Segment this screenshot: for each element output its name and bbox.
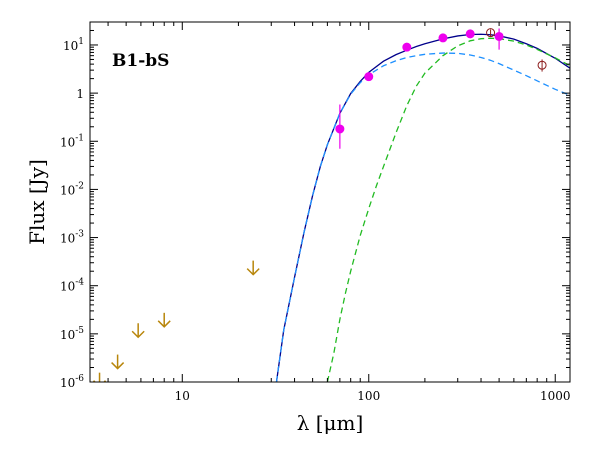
y-tick-exponent: -1 bbox=[75, 133, 84, 143]
y-tick-label: 10-5 bbox=[60, 326, 84, 342]
model-curve-3 bbox=[326, 37, 570, 382]
x-axis-title: λ [μm] bbox=[297, 411, 364, 435]
y-tick-exponent: 1 bbox=[78, 37, 84, 47]
y-tick-exponent: -6 bbox=[75, 374, 84, 384]
y-tick-base: 10 bbox=[60, 328, 75, 342]
detection-marker bbox=[438, 33, 448, 43]
detection-point bbox=[402, 42, 412, 52]
y-tick-base: 10 bbox=[63, 39, 78, 53]
detection-point bbox=[364, 72, 374, 82]
y-tick-exponent: -4 bbox=[75, 278, 84, 288]
upper-limit-marker bbox=[93, 372, 107, 382]
upper-limit-head bbox=[111, 362, 125, 370]
y-tick-label: 10-4 bbox=[60, 278, 84, 294]
upper-limit-marker bbox=[157, 312, 171, 328]
open-point-marker bbox=[537, 60, 547, 70]
open-point-marker bbox=[486, 28, 496, 38]
y-tick-label: 10-2 bbox=[60, 181, 84, 197]
upper-limit-marker bbox=[246, 260, 260, 276]
upper-limit-head bbox=[157, 320, 171, 328]
y-tick-base: 10 bbox=[60, 183, 75, 197]
y-tick-base: 1 bbox=[76, 87, 84, 101]
detection-marker bbox=[402, 42, 412, 52]
y-tick-exponent: -2 bbox=[75, 181, 84, 191]
upper-limit-marker bbox=[111, 354, 125, 370]
detection-point bbox=[335, 104, 345, 149]
y-tick-base: 10 bbox=[60, 376, 75, 390]
y-tick-label: 10-6 bbox=[60, 374, 84, 390]
y-axis-title: Flux [Jy] bbox=[25, 159, 49, 245]
plot-frame bbox=[89, 21, 571, 383]
model-curve-1 bbox=[275, 33, 570, 382]
y-tick-exponent: -5 bbox=[75, 326, 84, 336]
open-data-point bbox=[537, 59, 547, 72]
detection-point bbox=[465, 29, 475, 39]
x-tick-label: 100 bbox=[357, 389, 380, 403]
detection-marker bbox=[494, 31, 504, 41]
model-curve-2 bbox=[275, 52, 570, 382]
y-tick-label: 101 bbox=[63, 37, 84, 53]
detection-marker bbox=[465, 29, 475, 39]
y-tick-base: 10 bbox=[60, 232, 75, 246]
y-tick-base: 10 bbox=[60, 135, 75, 149]
y-tick-label: 1 bbox=[76, 87, 84, 101]
y-tick-label: 10-1 bbox=[60, 133, 84, 149]
y-tick-exponent: -3 bbox=[75, 230, 84, 240]
open-data-point bbox=[486, 28, 496, 38]
upper-limit-head bbox=[131, 330, 145, 339]
detection-marker bbox=[364, 72, 374, 82]
y-tick-label: 10-3 bbox=[60, 230, 84, 246]
detection-marker bbox=[335, 124, 345, 134]
y-tick-base: 10 bbox=[60, 280, 75, 294]
detection-point bbox=[438, 33, 448, 43]
plot-content bbox=[93, 28, 570, 382]
detection-point bbox=[494, 28, 504, 50]
x-tick-label: 10 bbox=[175, 389, 190, 403]
upper-limit-marker bbox=[131, 323, 145, 339]
upper-limit-head bbox=[246, 268, 260, 276]
x-tick-label: 1000 bbox=[540, 389, 571, 403]
source-label: B1-bS bbox=[112, 51, 169, 71]
